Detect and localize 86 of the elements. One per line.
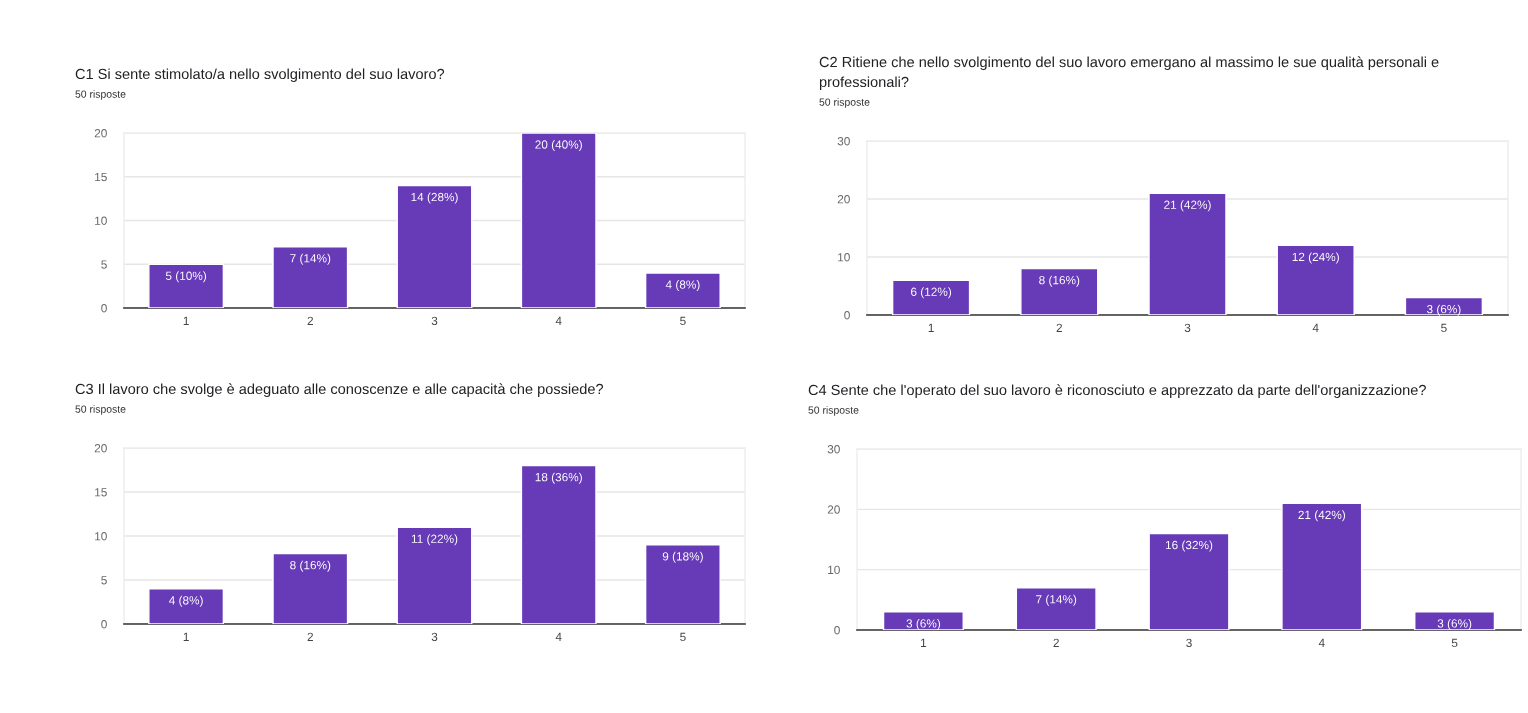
y-tick-label: 30 [827, 445, 840, 454]
y-tick-label: 5 [101, 260, 107, 269]
y-tick-label: 10 [838, 253, 850, 262]
bar [272, 552, 349, 624]
y-tick-label: 15 [95, 172, 107, 182]
x-tick-label: 5 [1451, 638, 1458, 647]
data-label: 20 (40%) [535, 140, 582, 152]
data-label: 7 (14%) [290, 253, 331, 265]
y-tick-label: 30 [837, 137, 850, 146]
bar [396, 184, 473, 308]
bar [644, 544, 721, 624]
chart-title: C3 Il lavoro che svolge è adeguato alle conoscenze e alle capacità che possiede? [75, 383, 604, 397]
x-tick-label: 2 [1056, 323, 1062, 332]
bar [1404, 296, 1484, 315]
bar [520, 464, 597, 624]
data-label: 9 (18%) [662, 551, 703, 563]
data-label: 14 (28%) [411, 192, 458, 204]
x-tick-label: 1 [183, 632, 189, 641]
chart-title: C2 Ritiene che nello svolgimento del suo lavoro emergano al massimo le sue qualità personali e professionali? [819, 56, 1439, 90]
bar [1148, 192, 1227, 315]
bar [1414, 611, 1496, 630]
y-tick-label: 0 [101, 620, 107, 629]
x-tick-label: 1 [183, 316, 189, 325]
chart-subtitle: 50 risposte [808, 406, 859, 416]
x-tick-label: 3 [431, 632, 438, 641]
chart-subtitle: 50 risposte [819, 98, 870, 108]
data-label: 16 (32%) [1165, 540, 1213, 552]
bar [644, 272, 721, 308]
data-label: 5 (10%) [165, 271, 207, 283]
bar [891, 279, 971, 315]
bar [148, 263, 225, 308]
y-tick-label: 20 [94, 129, 107, 138]
bar [1276, 244, 1355, 315]
x-tick-label: 3 [1184, 323, 1191, 332]
data-label: 21 (42%) [1298, 510, 1346, 522]
x-tick-label: 4 [555, 632, 562, 641]
x-tick-label: 5 [680, 316, 686, 325]
y-tick-label: 15 [95, 488, 107, 497]
x-tick-label: 1 [928, 323, 934, 332]
x-tick-label: 2 [307, 632, 313, 641]
y-tick-label: 0 [834, 626, 840, 635]
x-tick-label: 2 [307, 316, 313, 325]
y-tick-label: 10 [95, 216, 107, 225]
x-tick-label: 5 [1441, 323, 1447, 332]
x-tick-label: 4 [1318, 638, 1325, 647]
data-label: 8 (16%) [290, 560, 331, 572]
bar [148, 588, 225, 624]
x-tick-label: 3 [431, 316, 438, 325]
bar [1015, 587, 1097, 630]
data-label: 18 (36%) [535, 472, 582, 484]
bar [1281, 502, 1363, 630]
x-tick-label: 1 [921, 638, 927, 647]
x-tick-label: 4 [1312, 323, 1319, 332]
y-tick-label: 10 [95, 532, 107, 541]
data-label: 8 (16%) [1039, 275, 1080, 287]
y-tick-label: 20 [837, 195, 850, 204]
bar [396, 526, 473, 624]
data-label: 3 (6%) [1426, 304, 1461, 316]
data-label: 4 (8%) [168, 595, 203, 607]
x-tick-label: 3 [1186, 638, 1192, 647]
chart-title: C4 Sente che l'operato del suo lavoro è riconosciuto e apprezzato da parte dell'organizzazione? [808, 384, 1426, 398]
chart-subtitle: 50 risposte [75, 90, 126, 100]
data-label: 12 (24%) [1292, 252, 1339, 264]
bar [1148, 532, 1230, 630]
bar [520, 133, 597, 308]
chart-title: C1 Si sente stimolato/a nello svolgimento del suo lavoro? [75, 68, 445, 82]
y-tick-label: 0 [844, 311, 850, 320]
y-tick-label: 20 [94, 444, 107, 453]
data-label: 3 (6%) [906, 618, 941, 630]
x-tick-label: 2 [1053, 638, 1059, 647]
y-tick-label: 20 [827, 505, 840, 514]
data-label: 6 (12%) [911, 287, 952, 299]
data-label: 11 (22%) [411, 534, 458, 546]
bar [272, 246, 349, 308]
data-label: 21 (42%) [1164, 200, 1211, 212]
data-label: 7 (14%) [1036, 594, 1077, 606]
x-tick-label: 5 [680, 632, 686, 641]
bar [882, 611, 964, 630]
chart-subtitle: 50 risposte [75, 405, 126, 415]
y-tick-label: 0 [101, 304, 107, 313]
data-label: 4 (8%) [665, 280, 700, 292]
y-tick-label: 5 [101, 576, 107, 585]
y-tick-label: 10 [828, 565, 840, 575]
data-label: 3 (6%) [1437, 618, 1472, 630]
bar [1020, 267, 1099, 315]
x-tick-label: 4 [555, 316, 562, 325]
